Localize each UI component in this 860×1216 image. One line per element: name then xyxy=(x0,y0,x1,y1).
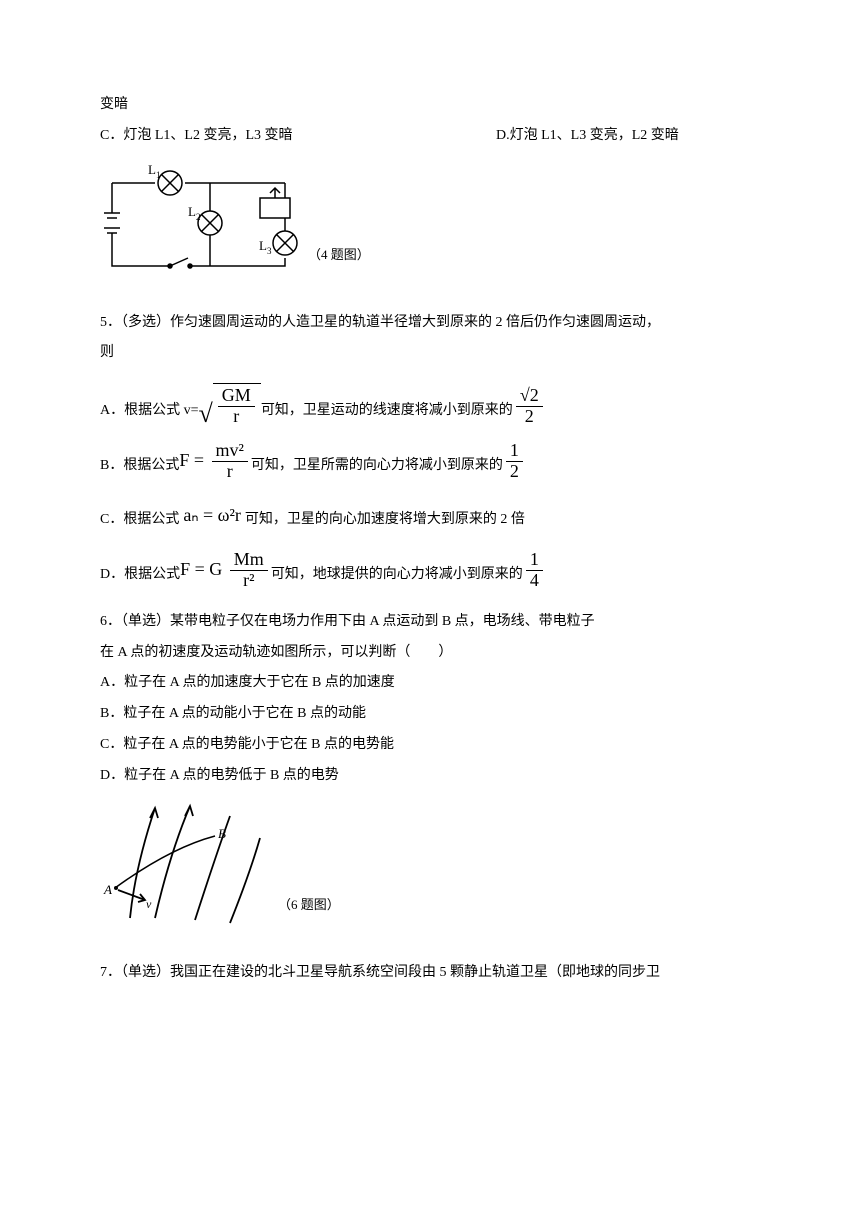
q5-b-mid: 可知，卫星所需的向心力将减小到原来的 xyxy=(251,451,503,482)
q5-option-c: C．根据公式 aₙ = ω²r 可知，卫星的向心加速度将增大到原来的 2 倍 xyxy=(100,496,760,536)
svg-text:L: L xyxy=(148,162,156,177)
svg-text:B: B xyxy=(218,826,226,841)
frac-den: r xyxy=(229,407,243,427)
q5-a-pre: A．根据公式 v= xyxy=(100,396,199,427)
svg-text:2: 2 xyxy=(196,212,201,222)
q6-figure: A B v （6 题图） xyxy=(100,798,760,928)
q4-figure-caption: （4 题图） xyxy=(308,241,370,278)
svg-text:L: L xyxy=(259,238,267,253)
q6-option-b: B．粒子在 A 点的动能小于它在 B 点的动能 xyxy=(100,699,760,730)
q5-d-mid: 可知，地球提供的向心力将减小到原来的 xyxy=(271,560,523,591)
q4-option-c: C．灯泡 L1、L2 变亮，L3 变暗 xyxy=(100,121,496,152)
q6: 6．（单选）某带电粒子仅在电场力作用下由 A 点运动到 B 点，电场线、带电粒子… xyxy=(100,607,760,792)
svg-text:v: v xyxy=(146,897,152,911)
svg-text:3: 3 xyxy=(267,246,272,256)
q6-option-c: C．粒子在 A 点的电势能小于它在 B 点的电势能 xyxy=(100,730,760,761)
q4-figure: L1 L2 L3 （4 题图） xyxy=(100,158,760,278)
q6-option-a: A．粒子在 A 点的加速度大于它在 B 点的加速度 xyxy=(100,668,760,699)
q6-stem-2: 在 A 点的初速度及运动轨迹如图所示，可以判断（ ） xyxy=(100,638,760,669)
frac-1-4: 1 4 xyxy=(526,550,543,591)
q5-option-d: D．根据公式 F = G Mm r² 可知，地球提供的向心力将减小到原来的 1 … xyxy=(100,550,760,591)
formula-f-gmm-r2: F = G Mm r² xyxy=(180,550,271,591)
svg-text:A: A xyxy=(103,882,112,897)
q4-option-d: D.灯泡 L1、L3 变亮，L2 变暗 xyxy=(496,121,760,152)
svg-text:1: 1 xyxy=(156,170,161,180)
q5-option-a: A．根据公式 v= √ GM r 可知，卫星运动的线速度将减小到原来的 √2 2 xyxy=(100,383,760,427)
frac-num: GM xyxy=(218,386,255,407)
frac-1-2: 1 2 xyxy=(506,441,523,482)
q6-stem-1: 6．（单选）某带电粒子仅在电场力作用下由 A 点运动到 B 点，电场线、带电粒子 xyxy=(100,607,760,638)
q5-d-pre: D．根据公式 xyxy=(100,560,180,591)
q5: 5．（多选）作匀速圆周运动的人造卫星的轨道半径增大到原来的 2 倍后仍作匀速圆周… xyxy=(100,308,760,591)
q5-stem-1: 5．（多选）作匀速圆周运动的人造卫星的轨道半径增大到原来的 2 倍后仍作匀速圆周… xyxy=(100,308,760,339)
frac-sqrt2-2: √2 2 xyxy=(516,386,543,427)
sqrt-icon: √ GM r xyxy=(199,383,261,427)
q7-stem: 7．（单选）我国正在建设的北斗卫星导航系统空间段由 5 颗静止轨道卫星（即地球的… xyxy=(100,958,760,989)
formula-f-mv2-r: F = mv² r xyxy=(179,441,251,482)
circuit-diagram-icon: L1 L2 L3 xyxy=(100,158,300,278)
field-lines-diagram-icon: A B v xyxy=(100,798,270,928)
q5-c-pre: C．根据公式 xyxy=(100,505,179,536)
q5-b-pre: B．根据公式 xyxy=(100,451,179,482)
q5-c-post: 可知，卫星的向心加速度将增大到原来的 2 倍 xyxy=(245,505,525,536)
formula-an-w2r: aₙ = ω²r xyxy=(183,496,241,536)
svg-text:L: L xyxy=(188,204,196,219)
q5-option-b: B．根据公式 F = mv² r 可知，卫星所需的向心力将减小到原来的 1 2 xyxy=(100,441,760,482)
q5-stem-2: 则 xyxy=(100,338,760,369)
q5-a-mid: 可知，卫星运动的线速度将减小到原来的 xyxy=(261,396,513,427)
q6-option-d: D．粒子在 A 点的电势低于 B 点的电势 xyxy=(100,761,760,792)
q6-figure-caption: （6 题图） xyxy=(278,891,340,928)
q4-tail: 变暗 xyxy=(100,90,760,121)
q4-options-row: C．灯泡 L1、L2 变亮，L3 变暗 D.灯泡 L1、L3 变亮，L2 变暗 xyxy=(100,121,760,152)
